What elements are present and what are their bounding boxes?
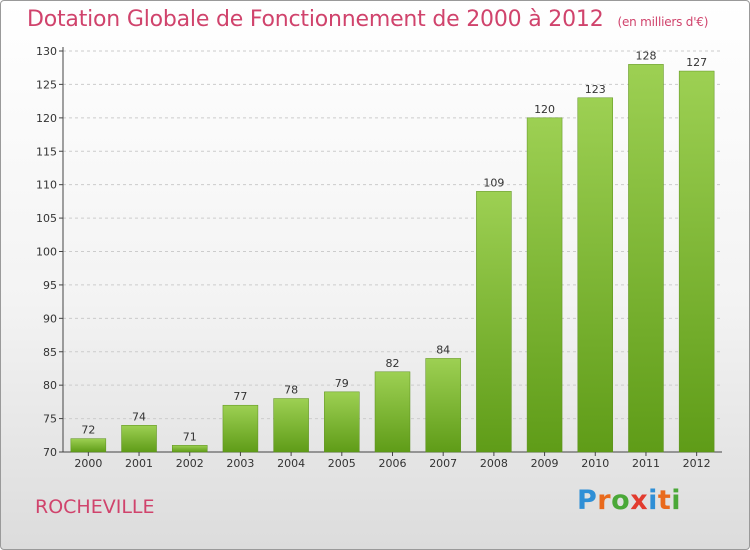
place-name: ROCHEVILLE — [35, 496, 155, 518]
x-tick-label: 2009 — [531, 457, 559, 470]
bar — [526, 117, 563, 453]
y-tick-label: 125 — [36, 78, 57, 91]
logo-letter: r — [597, 485, 612, 516]
bar — [273, 398, 309, 453]
chart-title: Dotation Globale de Fonctionnement de 20… — [27, 7, 708, 32]
y-tick-label: 70 — [43, 446, 57, 459]
data-label: 77 — [233, 390, 247, 403]
x-tick-label: 2004 — [277, 457, 305, 470]
chart-title-text: Dotation Globale de Fonctionnement de 20… — [27, 7, 604, 32]
y-tick-label: 90 — [43, 312, 57, 325]
data-label: 82 — [386, 357, 400, 370]
y-tick-label: 80 — [43, 379, 57, 392]
proxiti-logo: Proxiti — [577, 485, 681, 516]
unit-note: (en milliers d'€) — [617, 15, 709, 29]
bar — [70, 438, 107, 453]
data-label: 127 — [686, 56, 707, 69]
data-label: 79 — [335, 377, 349, 390]
x-tick-label: 2011 — [632, 457, 660, 470]
y-tick-label: 75 — [43, 413, 57, 426]
y-tick-label: 105 — [36, 212, 57, 225]
bar — [678, 70, 715, 453]
x-tick-label: 2010 — [581, 457, 609, 470]
x-tick-label: 2006 — [379, 457, 407, 470]
logo-letter: x — [630, 485, 649, 516]
bar — [374, 371, 411, 453]
y-tick-label: 100 — [36, 246, 57, 259]
data-label: 128 — [635, 49, 656, 62]
y-tick-label: 110 — [36, 179, 57, 192]
x-tick-label: 2002 — [176, 457, 204, 470]
bar — [171, 445, 208, 453]
data-label: 120 — [534, 103, 555, 116]
x-tick-label: 2008 — [480, 457, 508, 470]
logo-letter: t — [657, 485, 672, 516]
logo-letter: o — [611, 485, 631, 516]
bar — [324, 391, 360, 453]
data-label: 123 — [585, 83, 606, 96]
bar — [476, 191, 512, 453]
y-tick-label: 115 — [36, 145, 57, 158]
x-tick-label: 2001 — [125, 457, 153, 470]
y-tick-label: 130 — [36, 45, 57, 58]
logo-letter: i — [648, 485, 658, 516]
y-tick-label: 95 — [43, 279, 57, 292]
x-tick-label: 2012 — [683, 457, 711, 470]
data-label: 78 — [284, 384, 298, 397]
x-tick-label: 2005 — [328, 457, 356, 470]
y-tick-label: 120 — [36, 112, 57, 125]
data-label: 74 — [132, 410, 146, 423]
data-label: 72 — [81, 424, 95, 437]
bar — [425, 358, 461, 453]
x-tick-label: 2007 — [429, 457, 457, 470]
bar — [628, 64, 664, 453]
logo-letter: i — [671, 485, 682, 516]
y-tick-label: 85 — [43, 346, 57, 359]
bar — [577, 97, 614, 453]
data-label: 109 — [483, 176, 504, 189]
data-label: 71 — [183, 430, 197, 443]
bar — [121, 425, 157, 453]
logo-letter: P — [577, 485, 598, 516]
bar — [222, 404, 259, 453]
x-tick-label: 2003 — [226, 457, 254, 470]
data-label: 84 — [436, 343, 450, 356]
x-tick-label: 2000 — [74, 457, 102, 470]
